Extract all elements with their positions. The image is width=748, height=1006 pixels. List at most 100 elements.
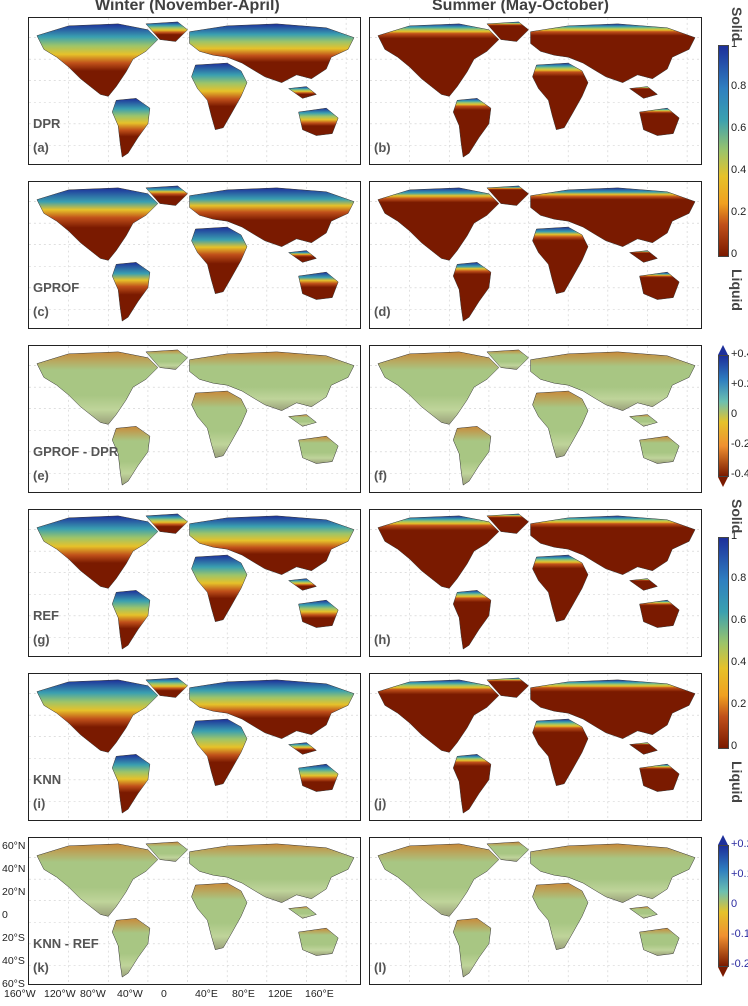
land-mass <box>486 349 529 370</box>
land-mass <box>189 515 355 575</box>
land-mass <box>486 841 529 862</box>
land-mass <box>111 590 151 650</box>
panel-letter-label: (g) <box>33 632 50 647</box>
panel-letter-label: (b) <box>374 140 391 155</box>
land-mass <box>530 843 696 903</box>
land-mass <box>298 599 339 628</box>
panel-letter-label: (j) <box>374 796 387 811</box>
colorbar-diff <box>718 845 729 967</box>
land-mass <box>639 763 680 792</box>
column-title-winter: Winter (November-April) <box>95 0 280 14</box>
land-mass <box>189 351 355 411</box>
map-panel-c: GPROF (c) <box>28 181 361 329</box>
land-mass <box>639 599 680 628</box>
colorbar-tick-label: 0.2 <box>731 698 747 710</box>
land-mass <box>452 754 492 814</box>
land-mass <box>377 515 500 589</box>
land-mass <box>639 435 680 464</box>
longitude-label: 160°W <box>4 988 36 1000</box>
land-mass <box>298 435 339 464</box>
latitude-label: 20°N <box>2 886 26 898</box>
map-panel-l: (l) <box>369 837 702 985</box>
land-mass <box>287 414 317 427</box>
method-label: KNN <box>33 772 62 787</box>
land-mass <box>298 927 339 956</box>
land-mass <box>111 426 151 486</box>
colorbar-tick-label: 0.4 <box>731 656 747 668</box>
land-mass <box>486 677 529 698</box>
land-mass <box>532 718 589 786</box>
land-mass <box>628 250 658 263</box>
map-panel-a: DPR (a) <box>28 17 361 165</box>
land-mass <box>145 841 188 862</box>
map-panel-k: KNN - REF (k) <box>28 837 361 985</box>
colorbar-tick-label: +0.4 <box>731 348 748 360</box>
colorbar-tick-label: 0.8 <box>731 80 747 92</box>
colorbar-tick-label: -0.1 <box>731 928 748 940</box>
panel-letter-label: (f) <box>374 468 387 483</box>
land-mass <box>377 187 500 261</box>
land-mass <box>189 187 355 247</box>
map-panel-i: KNN (i) <box>28 673 361 821</box>
colorbar-bottom-label: Liquid <box>729 761 745 803</box>
land-mass <box>532 226 589 294</box>
land-mass <box>532 390 589 458</box>
colorbar-tick-label: 0 <box>731 898 738 910</box>
land-mass <box>628 414 658 427</box>
panel-letter-label: (d) <box>374 304 391 319</box>
land-mass <box>36 351 159 425</box>
land-mass <box>486 185 529 206</box>
land-mass <box>452 918 492 978</box>
colorbar-tick-label: 0.6 <box>731 122 747 134</box>
land-mass <box>145 349 188 370</box>
land-mass <box>191 62 248 130</box>
longitude-label: 40°W <box>117 988 143 1000</box>
latitude-label: 60°S <box>2 978 25 990</box>
land-mass <box>145 185 188 206</box>
panel-letter-label: (h) <box>374 632 391 647</box>
panel-letter-label: (a) <box>33 140 49 155</box>
colorbar-tick-label: 1 <box>731 38 738 50</box>
land-mass <box>36 187 159 261</box>
longitude-label: 120E <box>268 988 293 1000</box>
land-mass <box>530 515 696 575</box>
colorbar-top-label: Solid <box>729 499 745 534</box>
latitude-label: 40°S <box>2 955 25 967</box>
land-mass <box>377 679 500 753</box>
land-mass <box>532 554 589 622</box>
map-panel-h: (h) <box>369 509 702 657</box>
land-mass <box>36 843 159 917</box>
method-label: KNN - REF <box>33 936 99 951</box>
colorbar-tick-label: +0.2 <box>731 838 748 850</box>
land-mass <box>628 906 658 919</box>
land-mass <box>530 679 696 739</box>
land-mass <box>298 107 339 136</box>
land-mass <box>111 754 151 814</box>
land-mass <box>452 98 492 158</box>
land-mass <box>452 590 492 650</box>
colorbar-tick-label: 0 <box>731 248 738 260</box>
map-panel-g: REF (g) <box>28 509 361 657</box>
colorbar-tick-label: -0.2 <box>731 438 748 450</box>
panel-letter-label: (l) <box>374 960 387 975</box>
colorbar-extend-up-arrow <box>718 345 728 355</box>
method-label: GPROF <box>33 280 80 295</box>
colorbar-extend-down-arrow <box>718 967 728 977</box>
land-mass <box>377 843 500 917</box>
land-mass <box>298 271 339 300</box>
land-mass <box>486 21 529 42</box>
longitude-label: 40°E <box>195 988 218 1000</box>
land-mass <box>191 554 248 622</box>
colorbar-bottom-label: Liquid <box>729 269 745 311</box>
colorbar-phase <box>718 45 729 257</box>
colorbar-tick-label: 1 <box>731 530 738 542</box>
land-mass <box>36 515 159 589</box>
map-panel-j: (j) <box>369 673 702 821</box>
colorbar-extend-up-arrow <box>718 835 728 845</box>
map-panel-f: (f) <box>369 345 702 493</box>
column-title-summer: Summer (May-October) <box>432 0 609 14</box>
land-mass <box>191 718 248 786</box>
land-mass <box>287 250 317 263</box>
colorbar-tick-label: +0.1 <box>731 868 748 880</box>
latitude-label: 20°S <box>2 932 25 944</box>
